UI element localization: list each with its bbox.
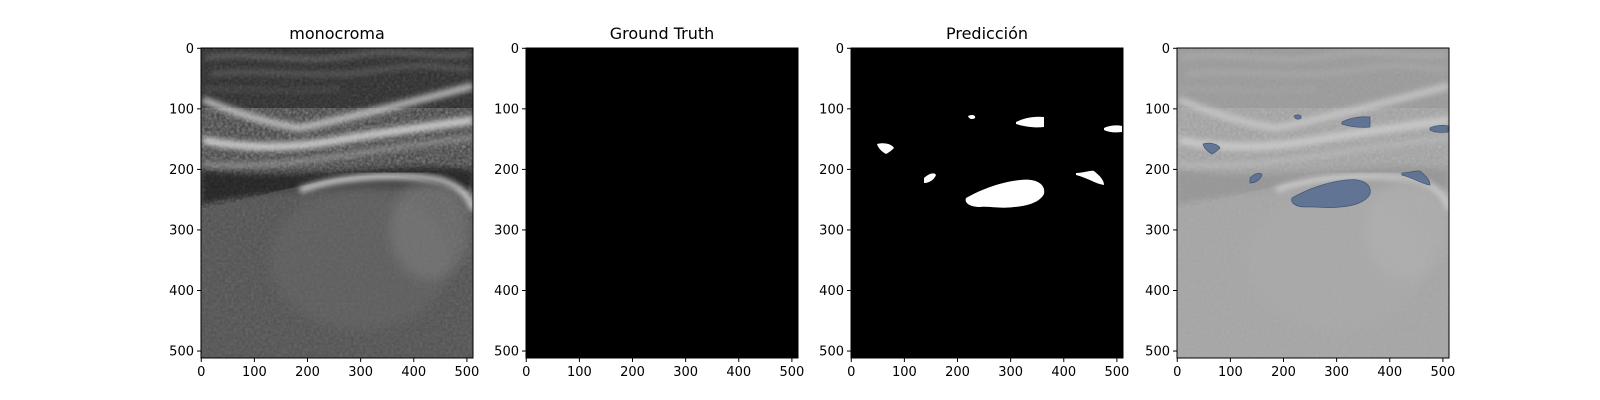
y-tick-label: 400 <box>169 284 194 299</box>
x-tick-label: 200 <box>1271 365 1296 380</box>
y-tick-label: 100 <box>819 102 844 117</box>
blob <box>1076 170 1104 185</box>
panel-title: Predicción <box>946 24 1028 43</box>
blob <box>1104 125 1122 133</box>
y-tick-label: 500 <box>1145 345 1170 360</box>
y-tick-label: 100 <box>494 102 519 117</box>
axes-frame <box>200 47 474 359</box>
y-tick-label: 100 <box>1145 102 1170 117</box>
blob <box>968 114 976 120</box>
panel-ground-truth: Ground Truth 0 100 200 300 400 500 0 100 200 300… <box>494 24 804 380</box>
blob <box>965 179 1045 208</box>
blob <box>1429 125 1449 133</box>
x-tick-label: 400 <box>1377 365 1402 380</box>
y-tick-label: 200 <box>494 163 519 178</box>
x-tick-label: 0 <box>1173 365 1181 380</box>
ultrasound-image <box>201 48 473 358</box>
blob <box>1341 116 1371 128</box>
y-tick-label: 200 <box>169 163 194 178</box>
axes-frame <box>525 47 799 359</box>
axes-frame <box>850 47 1124 359</box>
x-tick-label: 100 <box>567 365 592 380</box>
x-tick-label: 500 <box>1104 365 1129 380</box>
blob <box>1291 179 1371 209</box>
y-axis: 0 100 200 300 400 500 <box>169 42 201 360</box>
panel-prediccion: Predicción 0 100 200 300 400 500 0 100 200 300 40… <box>819 24 1129 380</box>
blob <box>924 173 936 183</box>
y-tick-label: 300 <box>494 223 519 238</box>
x-tick-label: 200 <box>295 365 320 380</box>
x-axis: 0 100 200 300 400 500 <box>1173 358 1455 380</box>
y-tick-label: 400 <box>819 284 844 299</box>
y-axis: 0 100 200 300 400 500 <box>819 42 851 360</box>
blob <box>1202 142 1221 155</box>
y-axis: 0 100 200 300 400 500 <box>1145 42 1177 360</box>
y-tick-label: 500 <box>819 345 844 360</box>
blob <box>877 143 894 154</box>
panel-title: Ground Truth <box>610 24 715 43</box>
x-tick-label: 0 <box>522 365 530 380</box>
blob <box>1016 116 1044 128</box>
x-axis: 0 100 200 300 400 500 <box>522 358 804 380</box>
y-tick-label: 300 <box>169 223 194 238</box>
x-tick-label: 400 <box>1051 365 1076 380</box>
y-tick-label: 300 <box>1145 223 1170 238</box>
x-tick-label: 500 <box>779 365 804 380</box>
x-tick-label: 300 <box>673 365 698 380</box>
y-tick-label: 200 <box>1145 163 1170 178</box>
y-tick-label: 400 <box>494 284 519 299</box>
x-tick-label: 0 <box>847 365 855 380</box>
x-tick-label: 300 <box>1324 365 1349 380</box>
y-tick-label: 100 <box>169 102 194 117</box>
x-tick-label: 500 <box>1430 365 1455 380</box>
x-tick-label: 200 <box>620 365 645 380</box>
x-tick-label: 300 <box>348 365 373 380</box>
overlay-image <box>1177 48 1449 358</box>
y-tick-label: 0 <box>511 42 519 57</box>
panel-title: monocroma <box>289 24 385 43</box>
blob <box>1249 172 1263 184</box>
ground-truth-mask <box>526 48 798 358</box>
y-tick-label: 0 <box>186 42 194 57</box>
blob <box>1401 170 1431 186</box>
y-tick-label: 500 <box>169 345 194 360</box>
x-axis: 0 100 200 300 400 500 <box>197 358 479 380</box>
x-tick-label: 500 <box>454 365 479 380</box>
x-axis: 0 100 200 300 400 500 <box>847 358 1129 380</box>
y-tick-label: 200 <box>819 163 844 178</box>
x-tick-label: 300 <box>998 365 1023 380</box>
y-tick-label: 0 <box>836 42 844 57</box>
x-tick-label: 400 <box>401 365 426 380</box>
x-tick-label: 100 <box>892 365 917 380</box>
y-tick-label: 0 <box>1162 42 1170 57</box>
y-tick-label: 500 <box>494 345 519 360</box>
x-tick-label: 200 <box>945 365 970 380</box>
x-tick-label: 0 <box>197 365 205 380</box>
y-axis: 0 100 200 300 400 500 <box>494 42 526 360</box>
y-tick-label: 300 <box>819 223 844 238</box>
panel-overlay: 0 100 200 300 400 500 0 100 200 300 400 500 <box>1145 42 1455 380</box>
blob <box>1293 114 1302 120</box>
x-tick-label: 100 <box>242 365 267 380</box>
axes-frame <box>1176 47 1450 359</box>
x-tick-label: 400 <box>726 365 751 380</box>
x-tick-label: 100 <box>1218 365 1243 380</box>
panel-monocroma: monocroma 0 100 200 300 400 500 0 100 200 300 400… <box>169 24 479 380</box>
overlay-blobs <box>1202 114 1449 209</box>
y-tick-label: 400 <box>1145 284 1170 299</box>
prediction-blobs <box>877 114 1122 208</box>
